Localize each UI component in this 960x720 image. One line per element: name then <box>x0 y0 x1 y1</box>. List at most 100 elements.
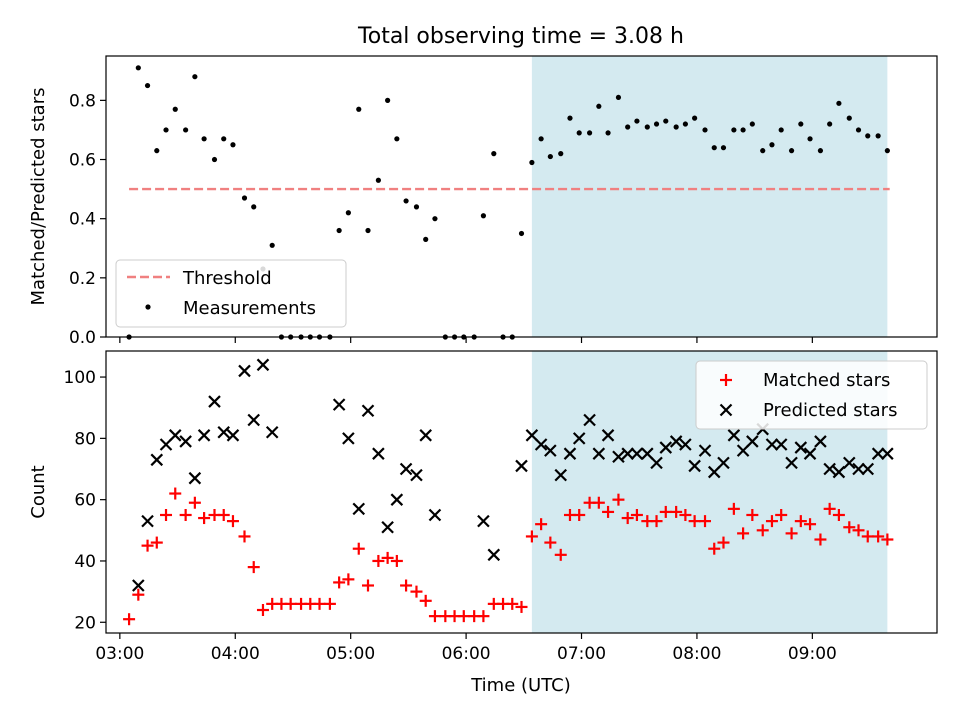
matched-star-point <box>573 508 586 521</box>
predicted-star-point <box>342 432 355 445</box>
predicted-star-point <box>572 432 586 445</box>
measurement-point <box>760 148 766 154</box>
matched-star-point <box>535 518 548 531</box>
y-tick-label: 40 <box>74 552 96 572</box>
matched-star-point <box>670 505 683 518</box>
measurement-point <box>163 127 169 133</box>
x-tick-label: 06:00 <box>442 644 491 664</box>
predicted-star-point <box>352 502 366 516</box>
predicted-star-point <box>765 438 779 451</box>
measurement-point <box>586 130 593 136</box>
measurement-point <box>269 242 275 248</box>
measurement-point <box>807 136 813 142</box>
measurement-point <box>740 127 746 133</box>
predicted-star-point <box>487 548 501 562</box>
matched-star-point <box>247 561 260 574</box>
measurement-point <box>144 82 151 89</box>
matched-star-point <box>506 597 519 610</box>
predicted-star-point <box>669 435 683 448</box>
predicted-star-point <box>159 438 173 451</box>
predicted-star-point <box>630 447 644 460</box>
legend-label-predicted: Predicted stars <box>763 400 897 421</box>
matched-star-point <box>659 505 672 518</box>
measurement-point <box>836 100 842 106</box>
predicted-star-point <box>612 450 625 464</box>
predicted-star-point <box>410 468 423 482</box>
matched-star-point <box>621 512 634 525</box>
matched-star-point <box>602 505 615 518</box>
matched-star-point <box>410 585 423 598</box>
matched-star-point <box>198 512 211 525</box>
legend-label-threshold: Threshold <box>182 268 272 289</box>
count-axes-frame <box>105 350 938 634</box>
matched-star-point <box>554 548 567 561</box>
matched-star-point <box>333 576 346 589</box>
matched-star-point <box>727 502 740 515</box>
predicted-star-point <box>641 447 654 460</box>
measurement-point <box>365 227 371 234</box>
matched-star-point <box>881 533 894 546</box>
matched-star-point <box>381 551 394 564</box>
predicted-star-point <box>774 438 788 451</box>
measurement-point <box>827 121 833 127</box>
matched-star-point <box>390 554 403 567</box>
predicted-star-point <box>168 429 182 442</box>
predicted-star-point <box>332 398 346 411</box>
predicted-star-point <box>208 395 221 408</box>
measurement-point <box>596 103 602 109</box>
matched-star-point <box>160 508 173 521</box>
predicted-star-point <box>707 465 721 479</box>
legend-frame <box>115 259 347 328</box>
measurement-point <box>413 204 420 210</box>
x-tick-label: 04:00 <box>211 644 260 664</box>
predicted-star-point <box>381 520 394 534</box>
matched-star-point <box>342 573 355 586</box>
matched-star-point <box>737 527 750 540</box>
matched-star-point <box>400 579 413 592</box>
x-tick-label: 05:00 <box>326 644 375 664</box>
measurement-point <box>702 127 708 133</box>
predicted-star-point <box>141 514 154 528</box>
y-ticks-ratio: 0.0 0.2 0.4 0.6 0.8 <box>69 91 106 348</box>
x-tick-label: 09:00 <box>788 644 837 664</box>
predicted-star-point <box>372 447 385 460</box>
measurement-point <box>769 142 775 148</box>
predicted-star-point <box>544 444 557 457</box>
y-tick-label: 80 <box>74 429 96 449</box>
predicted-star-point <box>247 413 261 427</box>
legend-label-matched: Matched stars <box>763 370 890 391</box>
matched-star-point <box>150 536 163 549</box>
matched-star-point <box>775 508 788 521</box>
matched-star-point <box>544 536 557 549</box>
matched-star-point <box>843 521 856 534</box>
matched-star-point <box>323 597 336 610</box>
predicted-star-point <box>746 435 759 448</box>
measurement-point <box>711 145 717 151</box>
predicted-star-point <box>399 462 413 476</box>
measurement-point <box>547 153 553 160</box>
predicted-star-point <box>188 471 202 485</box>
predicted-star-point <box>871 447 885 460</box>
measurement-point <box>529 159 535 166</box>
predicted-star-point <box>217 425 231 439</box>
matched-star-point <box>794 515 807 528</box>
y-tick-label: 0.4 <box>69 210 96 230</box>
measurement-point <box>731 127 737 133</box>
measurement-point <box>135 65 141 71</box>
measurement-point <box>375 177 381 183</box>
x-tick-label: 08:00 <box>672 644 721 664</box>
predicted-star-point <box>592 447 606 460</box>
predicted-star-point <box>132 579 145 592</box>
matched-star-point <box>612 493 625 506</box>
measurement-point <box>720 145 727 151</box>
measurement-point <box>817 148 824 154</box>
predicted-star-point <box>785 456 798 470</box>
measurement-point <box>846 115 852 121</box>
predicted-star-point <box>698 444 712 457</box>
measurement-point <box>615 94 622 101</box>
measurement-point <box>778 127 784 133</box>
measurement-point <box>154 148 160 154</box>
y-ticks-count: 20 40 60 80 100 <box>64 368 106 633</box>
x-ticks-ratio <box>119 337 813 343</box>
predicted-star-point <box>650 456 663 470</box>
